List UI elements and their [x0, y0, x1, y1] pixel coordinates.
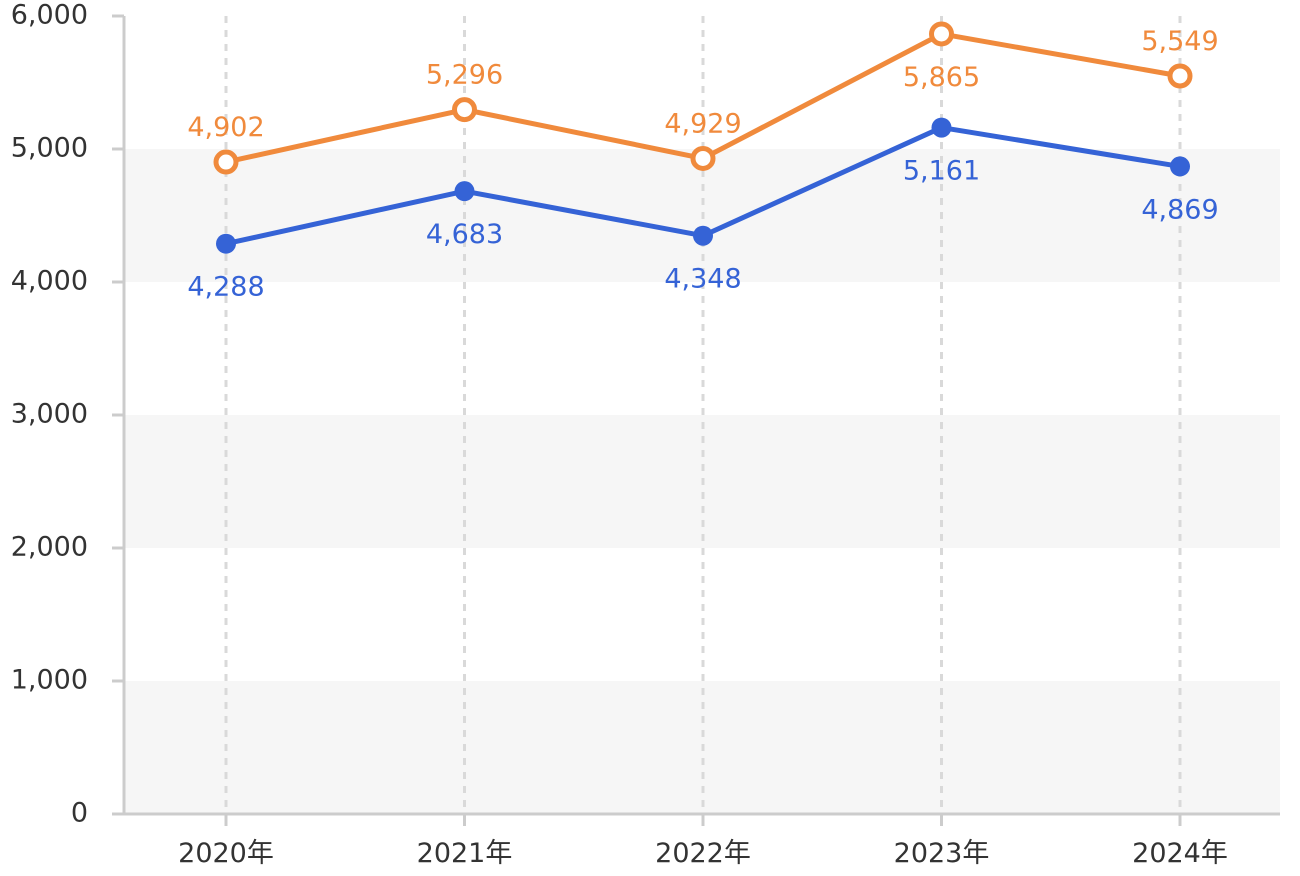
x-tick-label: 2020年: [178, 838, 274, 869]
data-label: 4,683: [426, 219, 503, 250]
data-point: [931, 117, 952, 138]
y-tick-label: 6,000: [11, 0, 88, 31]
data-label: 5,161: [903, 156, 980, 187]
data-label: 4,902: [187, 112, 264, 143]
x-tick-label: 2022年: [655, 838, 751, 869]
x-tick-label: 2023年: [894, 838, 990, 869]
data-point: [929, 21, 954, 47]
data-point: [1167, 63, 1193, 89]
data-label: 4,869: [1141, 194, 1218, 225]
y-tick-label: 1,000: [11, 665, 88, 696]
data-label: 5,865: [903, 62, 980, 93]
x-tick-label: 2021年: [417, 838, 513, 869]
data-label: 5,549: [1141, 26, 1218, 57]
data-point: [216, 233, 236, 254]
data-label: 4,929: [664, 108, 741, 139]
y-tick-label: 4,000: [11, 266, 88, 297]
y-tick-label: 5,000: [11, 133, 88, 164]
y-tick-label: 0: [71, 798, 88, 829]
data-point: [693, 225, 713, 246]
x-tick-label: 2024年: [1132, 838, 1228, 869]
y-tick-label: 2,000: [11, 532, 88, 563]
data-label: 4,348: [664, 264, 741, 295]
y-tick-label: 3,000: [11, 399, 88, 430]
data-point: [213, 149, 239, 175]
data-point: [1170, 156, 1190, 177]
data-point: [452, 97, 477, 123]
data-label: 5,296: [426, 60, 503, 91]
data-label: 4,288: [187, 272, 264, 303]
data-point: [690, 145, 716, 171]
data-point: [454, 181, 475, 202]
